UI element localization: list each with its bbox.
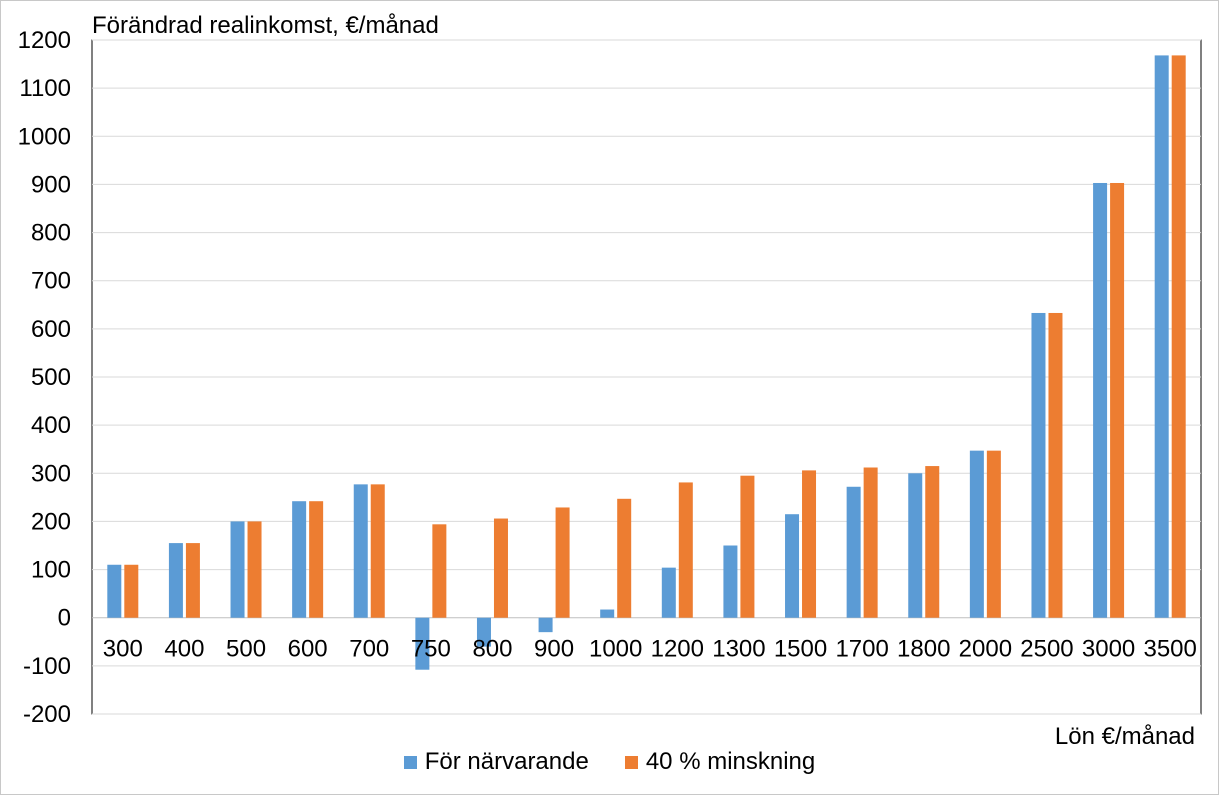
y-tick-label: 1000 bbox=[18, 123, 71, 150]
bar-series-1-400 bbox=[168, 543, 183, 618]
y-tick-label: 400 bbox=[31, 412, 71, 439]
x-tick-label: 2000 bbox=[959, 636, 1012, 663]
legend-item-series-1: För närvarande bbox=[403, 748, 589, 776]
bar-series-1-2000 bbox=[969, 450, 984, 618]
bar-series-2-300 bbox=[124, 564, 139, 618]
y-tick-label: -200 bbox=[23, 701, 71, 728]
y-tick-label: 900 bbox=[31, 171, 71, 198]
legend-label-series-1: För närvarande bbox=[424, 748, 589, 775]
x-tick-label: 800 bbox=[472, 636, 512, 663]
y-tick-label: 700 bbox=[31, 268, 71, 295]
bar-series-2-2500 bbox=[1048, 312, 1063, 618]
legend-swatch-series-1 bbox=[403, 755, 417, 769]
y-tick-label: 800 bbox=[31, 220, 71, 247]
x-tick-label: 700 bbox=[349, 636, 389, 663]
y-tick-label: -100 bbox=[23, 653, 71, 680]
x-tick-label: 1300 bbox=[712, 636, 765, 663]
x-tick-label: 1000 bbox=[589, 636, 642, 663]
bar-series-2-3500 bbox=[1171, 55, 1186, 618]
bar-series-2-2000 bbox=[986, 450, 1001, 618]
bar-series-1-2500 bbox=[1031, 312, 1046, 618]
bar-series-2-1000 bbox=[617, 498, 632, 618]
bar-series-2-600 bbox=[309, 501, 324, 618]
bar-series-1-3500 bbox=[1154, 55, 1169, 618]
x-tick-label: 750 bbox=[411, 636, 451, 663]
bar-series-2-700 bbox=[370, 484, 385, 618]
x-tick-label: 400 bbox=[164, 636, 204, 663]
x-tick-label: 600 bbox=[288, 636, 328, 663]
x-tick-label: 1800 bbox=[897, 636, 950, 663]
x-tick-label: 3500 bbox=[1143, 636, 1196, 663]
x-tick-label: 3000 bbox=[1082, 636, 1135, 663]
bar-series-1-1300 bbox=[723, 545, 738, 618]
y-tick-label: 200 bbox=[31, 508, 71, 535]
bar-series-1-3000 bbox=[1093, 182, 1108, 618]
x-tick-label: 1200 bbox=[651, 636, 704, 663]
legend: För närvarande 40 % minskning bbox=[0, 748, 1219, 776]
bar-series-2-1800 bbox=[925, 466, 940, 618]
bar-series-2-800 bbox=[493, 518, 508, 618]
x-tick-label: 500 bbox=[226, 636, 266, 663]
bar-series-2-400 bbox=[185, 543, 200, 618]
y-axis-label: Förändrad realinkomst, €/månad bbox=[92, 12, 439, 39]
legend-swatch-series-2 bbox=[624, 755, 638, 769]
bar-series-1-750 bbox=[415, 617, 430, 670]
y-tick-label: 100 bbox=[31, 557, 71, 584]
bar-series-1-600 bbox=[292, 501, 307, 618]
bar-series-1-1200 bbox=[661, 567, 676, 618]
x-tick-label: 1500 bbox=[774, 636, 827, 663]
x-tick-label: 2500 bbox=[1020, 636, 1073, 663]
bar-series-1-800 bbox=[476, 617, 491, 647]
bar-series-2-3000 bbox=[1110, 182, 1125, 618]
x-tick-label: 900 bbox=[534, 636, 574, 663]
y-tick-label: 300 bbox=[31, 460, 71, 487]
y-tick-label: 1100 bbox=[19, 75, 71, 102]
bar-series-2-1300 bbox=[740, 475, 755, 618]
bar-series-1-700 bbox=[353, 484, 368, 618]
y-tick-label: 0 bbox=[58, 605, 71, 632]
bar-series-1-1500 bbox=[785, 514, 800, 618]
bar-series-1-1800 bbox=[908, 473, 923, 618]
x-axis-label: Lön €/månad bbox=[1055, 723, 1195, 750]
bar-series-1-900 bbox=[538, 617, 553, 633]
legend-item-series-2: 40 % minskning bbox=[624, 748, 816, 776]
bar-series-1-1700 bbox=[846, 486, 861, 618]
bar-series-2-750 bbox=[432, 524, 447, 618]
x-tick-label: 300 bbox=[103, 636, 143, 663]
bar-series-1-500 bbox=[230, 521, 245, 618]
bar-series-1-1000 bbox=[600, 609, 615, 618]
x-tick-label: 1700 bbox=[835, 636, 888, 663]
y-tick-label: 500 bbox=[31, 364, 71, 391]
y-tick-label: 600 bbox=[31, 316, 71, 343]
bar-series-1-300 bbox=[107, 564, 122, 618]
y-tick-label: 1200 bbox=[18, 27, 71, 54]
bar-series-2-500 bbox=[247, 521, 262, 618]
bar-series-2-900 bbox=[555, 507, 570, 618]
bar-series-2-1700 bbox=[863, 467, 878, 618]
bar-series-2-1500 bbox=[802, 470, 817, 618]
bar-series-2-1200 bbox=[678, 482, 693, 618]
legend-label-series-2: 40 % minskning bbox=[645, 748, 816, 775]
